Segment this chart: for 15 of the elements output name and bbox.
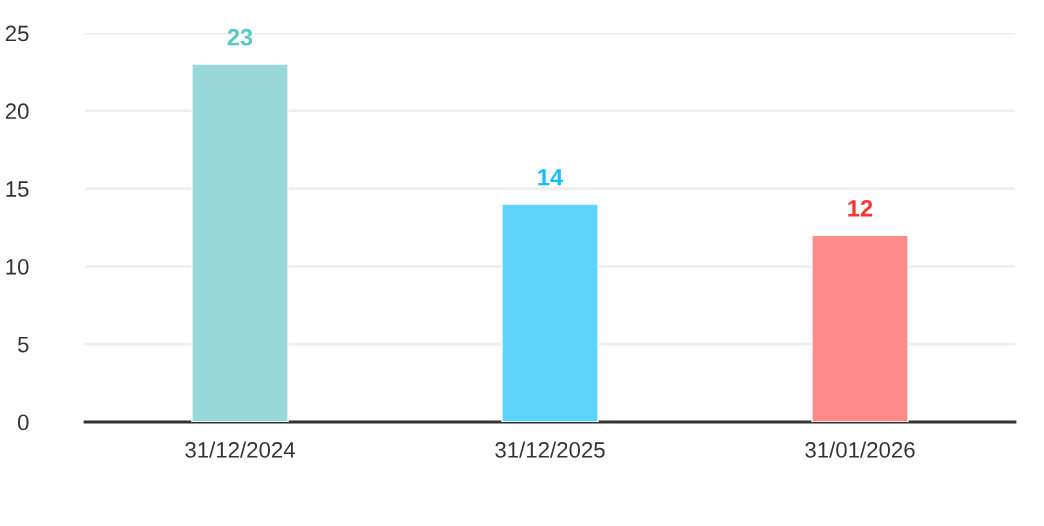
bar (191, 63, 289, 422)
data-label: 23 (227, 28, 253, 46)
x-tick-label: 31/01/2026 (805, 441, 915, 458)
bar (501, 203, 599, 422)
y-tick-label: 0 (17, 414, 29, 431)
data-label: 12 (848, 200, 873, 217)
y-tick-label: 10 (6, 258, 29, 275)
bar (811, 234, 909, 422)
y-tick-label: 20 (5, 103, 29, 120)
data-label: 14 (538, 169, 564, 186)
x-tick-label: 31/12/2025 (495, 441, 605, 458)
y-tick-label: 25 (5, 25, 29, 42)
x-tick-label: 31/12/2024 (185, 441, 295, 458)
y-tick-label: 5 (17, 336, 29, 353)
y-tick-label: 15 (6, 181, 29, 197)
